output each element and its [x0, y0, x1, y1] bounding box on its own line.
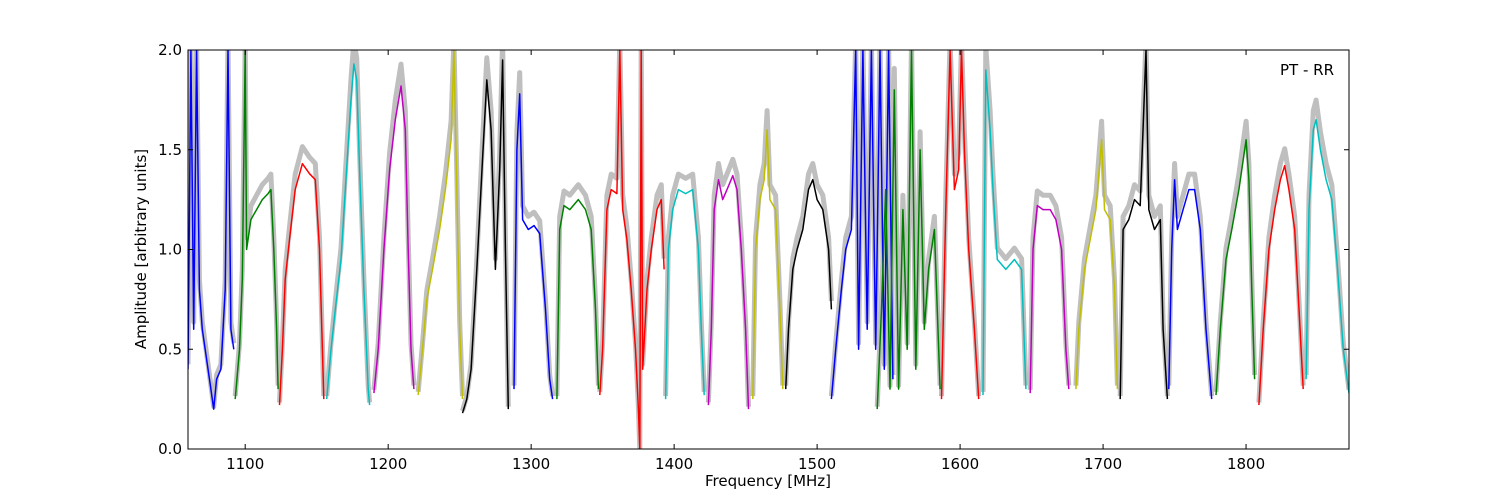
y-axis-ticks: 0.0 0.5 1.0 1.5 2.0: [158, 41, 1349, 458]
series-line-7: [461, 59, 510, 414]
series-line-17: [940, 50, 980, 400]
series-line-24: [1258, 164, 1304, 406]
x-tick-label: 1700: [1084, 455, 1122, 473]
x-tick-label: 1100: [226, 455, 264, 473]
x-tick-label: 1200: [369, 455, 407, 473]
series-line-16: [876, 50, 941, 410]
series-line-1: [188, 50, 235, 410]
y-tick-label: 1.5: [158, 141, 182, 159]
series-line-10: [599, 50, 665, 449]
series-line-5: [373, 85, 415, 394]
series-line-22: [1168, 178, 1213, 400]
series-line-2: [234, 50, 279, 400]
series-line-25: [1305, 119, 1349, 394]
series-line-6: [417, 50, 464, 400]
plot-annotation: PT - RR: [1280, 61, 1334, 79]
series-line-18: [982, 69, 1027, 396]
series-line-3: [278, 162, 325, 406]
series-line-23: [1215, 139, 1256, 396]
x-tick-label: 1400: [655, 455, 693, 473]
x-axis-label: Frequency [MHz]: [705, 472, 831, 490]
series-line-13: [752, 129, 784, 400]
series-line-20: [1075, 139, 1119, 390]
series-layer: [188, 50, 1349, 449]
x-tick-label: 1800: [1227, 455, 1265, 473]
series-line-19: [1029, 204, 1070, 394]
y-tick-label: 0.0: [158, 440, 182, 458]
x-tick-label: 1300: [512, 455, 550, 473]
x-tick-label: 1500: [798, 455, 836, 473]
y-tick-label: 1.0: [158, 241, 182, 259]
y-tick-label: 2.0: [158, 41, 182, 59]
x-axis-ticks: 1100 1200 1300 1400 1500 1600 1700 1800: [226, 50, 1265, 473]
series-line-4: [325, 63, 371, 406]
series-line-21: [1119, 50, 1169, 400]
series-line-9: [556, 198, 600, 400]
y-axis-label: Amplitude [arbitrary units]: [132, 149, 150, 349]
series-line-14: [784, 178, 833, 390]
series-line-12: [707, 174, 750, 410]
series-line-8: [513, 93, 554, 400]
series-line-11: [664, 188, 705, 400]
y-tick-label: 0.5: [158, 340, 182, 358]
x-tick-label: 1600: [941, 455, 979, 473]
